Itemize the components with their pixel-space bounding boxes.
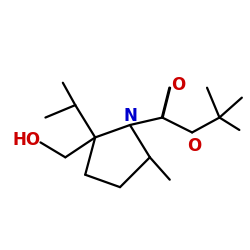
Text: HO: HO [13, 131, 41, 149]
Text: O: O [188, 137, 202, 155]
Text: O: O [171, 76, 186, 94]
Text: N: N [123, 107, 137, 125]
